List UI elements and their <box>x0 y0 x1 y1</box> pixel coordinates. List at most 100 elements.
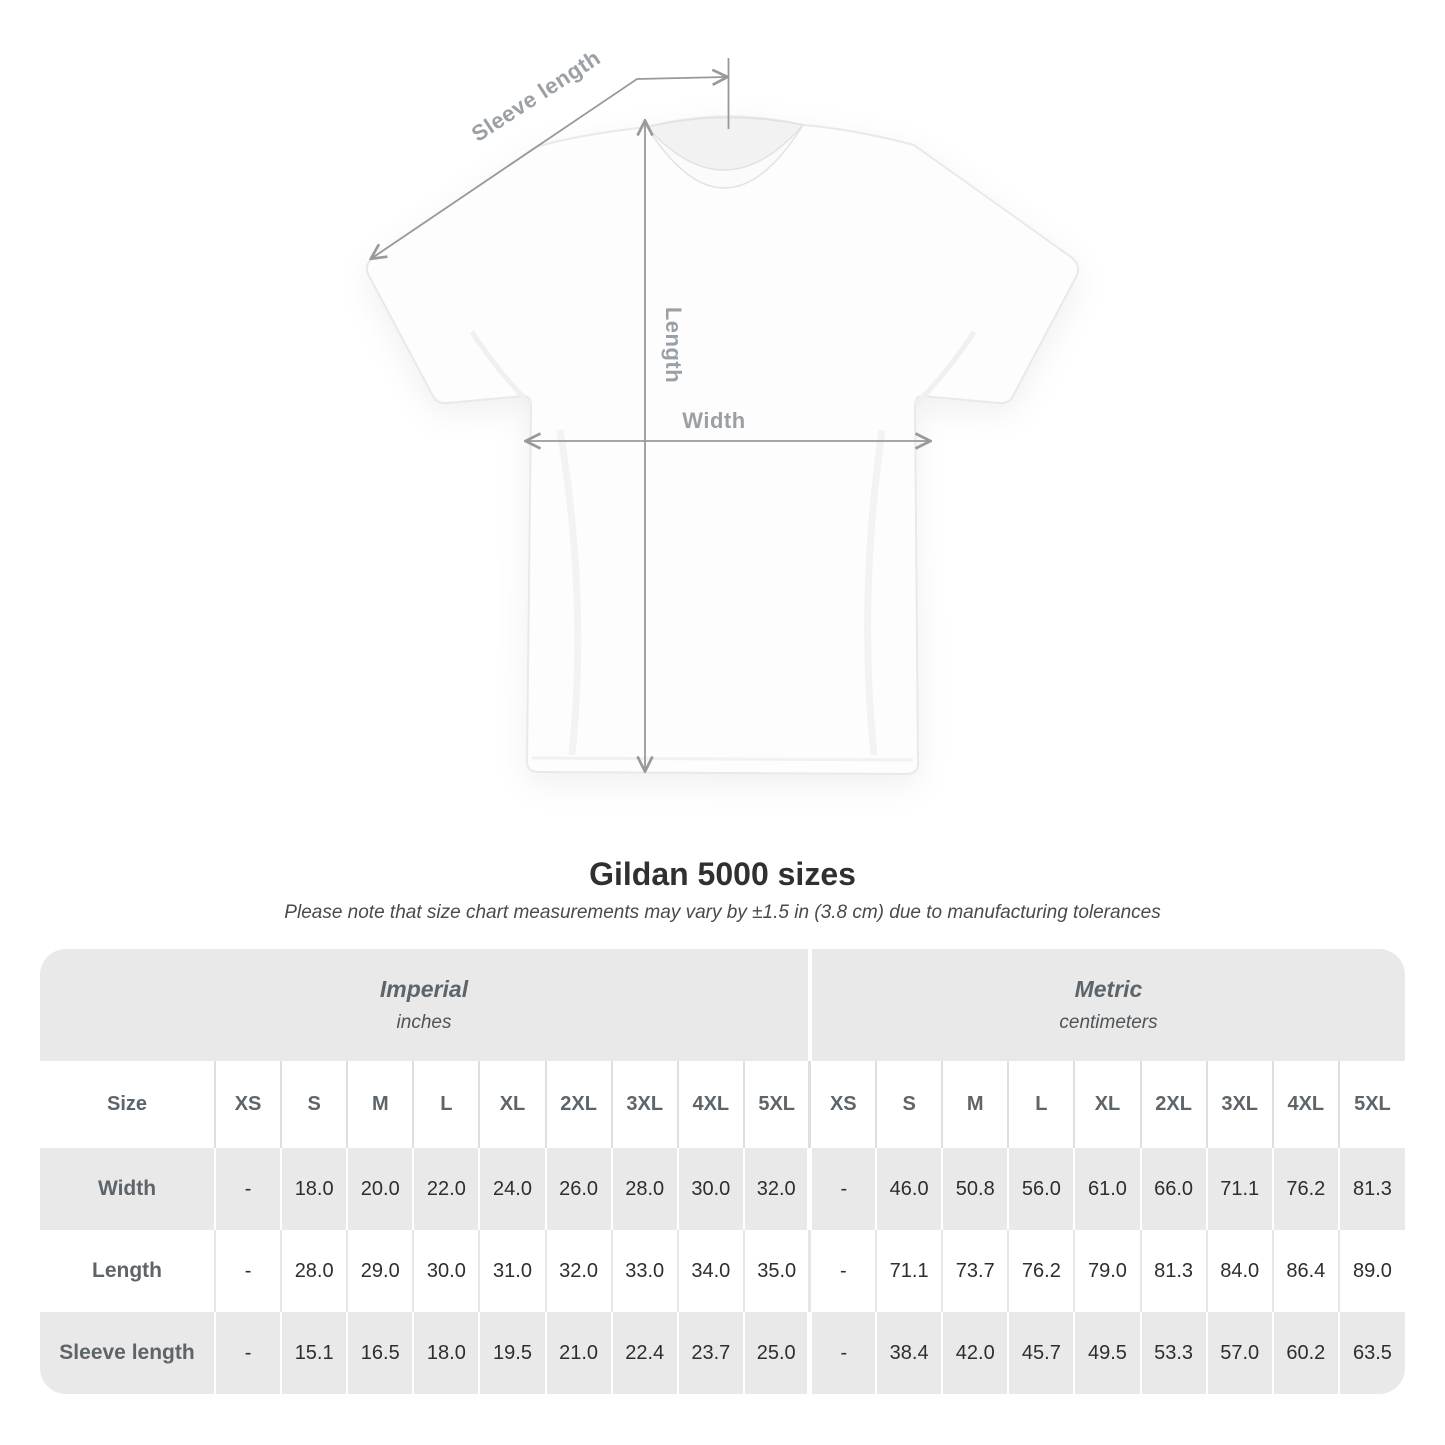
size-col-metric-5xl: 5XL <box>1337 1061 1405 1148</box>
tshirt-diagram: Sleeve length Length Width <box>365 45 1080 776</box>
measurement-value-imperial: 23.7 <box>676 1312 744 1394</box>
measurement-value-metric: 76.2 <box>1007 1230 1075 1312</box>
tshirt-body <box>365 115 1080 776</box>
measurement-value-metric: 38.4 <box>875 1312 943 1394</box>
measurement-value-metric: 73.7 <box>941 1230 1009 1312</box>
size-col-imperial-2xl: 2XL <box>544 1061 612 1148</box>
dimension-lines <box>372 58 929 770</box>
size-col-metric-3xl: 3XL <box>1205 1061 1273 1148</box>
measurement-value-metric: 66.0 <box>1139 1148 1207 1230</box>
measurement-value-imperial: 20.0 <box>346 1148 414 1230</box>
sizes-header-row: Size XS S M L XL 2XL 3XL 4XL 5XL XS S M L XL 2XL 3XL 4XL 5… <box>40 1061 1405 1148</box>
size-table-grid: Imperial inches Metric centimeters Size X… <box>40 949 1405 1394</box>
measurement-value-imperial: 34.0 <box>676 1230 744 1312</box>
metric-header: Metric centimeters <box>807 949 1405 1061</box>
measurement-value-imperial: 18.0 <box>412 1312 480 1394</box>
measurement-value-metric: - <box>808 1230 877 1312</box>
measurement-value-imperial: 18.0 <box>280 1148 348 1230</box>
measurement-value-imperial: 22.4 <box>610 1312 678 1394</box>
measurement-value-imperial: - <box>213 1312 282 1394</box>
measurement-value-metric: 63.5 <box>1337 1312 1405 1394</box>
sleeve-length-label: Sleeve length <box>467 45 605 147</box>
measurement-row: Width -18.0 20.0 22.0 24.0 26.0 28.0 30.0 32.0-4… <box>40 1148 1405 1230</box>
measurement-value-imperial: 35.0 <box>742 1230 810 1312</box>
measurement-value-imperial: 28.0 <box>280 1230 348 1312</box>
size-col-metric-2xl: 2XL <box>1139 1061 1207 1148</box>
measurement-value-metric: 76.2 <box>1271 1148 1339 1230</box>
measurement-value-metric: 45.7 <box>1007 1312 1075 1394</box>
measurement-value-imperial: 19.5 <box>478 1312 546 1394</box>
measurement-label: Sleeve length <box>59 1341 195 1364</box>
size-col-metric-4xl: 4XL <box>1271 1061 1339 1148</box>
armpit-crease <box>913 330 977 407</box>
measurement-value-imperial: 29.0 <box>346 1230 414 1312</box>
size-col-imperial-3xl: 3XL <box>610 1061 678 1148</box>
measurement-value-metric: 86.4 <box>1271 1230 1339 1312</box>
measurement-value-imperial: 33.0 <box>610 1230 678 1312</box>
measurement-value-imperial: 26.0 <box>544 1148 612 1230</box>
measurement-value-imperial: 21.0 <box>544 1312 612 1394</box>
width-label: Width <box>682 408 745 433</box>
tshirt-graphic <box>365 115 1080 776</box>
length-label: Length <box>661 307 686 383</box>
imperial-subtitle: inches <box>396 1012 452 1033</box>
measurement-value-metric: 42.0 <box>941 1312 1009 1394</box>
size-col-imperial-s: S <box>280 1061 348 1148</box>
measurement-value-metric: 71.1 <box>875 1230 943 1312</box>
measurement-value-imperial: - <box>213 1148 282 1230</box>
size-col-imperial-xs: XS <box>213 1061 282 1148</box>
measurement-value-imperial: 30.0 <box>676 1148 744 1230</box>
measurement-value-metric: 81.3 <box>1139 1230 1207 1312</box>
measurement-value-imperial: 32.0 <box>544 1230 612 1312</box>
measurement-value-imperial: 31.0 <box>478 1230 546 1312</box>
measurement-value-metric: 61.0 <box>1073 1148 1141 1230</box>
measurement-value-metric: 50.8 <box>941 1148 1009 1230</box>
measurement-value-imperial: 28.0 <box>610 1148 678 1230</box>
imperial-header: Imperial inches <box>40 949 810 1061</box>
size-col-metric-s: S <box>875 1061 943 1148</box>
sleeve-length-arrow <box>372 77 726 258</box>
measurement-value-metric: 53.3 <box>1139 1312 1207 1394</box>
measurement-value-metric: 57.0 <box>1205 1312 1273 1394</box>
measurement-value-metric: 84.0 <box>1205 1230 1273 1312</box>
size-col-metric-m: M <box>941 1061 1009 1148</box>
size-col-imperial-l: L <box>412 1061 480 1148</box>
measurement-value-metric: 81.3 <box>1337 1148 1405 1230</box>
measurement-value-imperial: 22.0 <box>412 1148 480 1230</box>
measurement-value-metric: 71.1 <box>1205 1148 1273 1230</box>
measurement-value-metric: 49.5 <box>1073 1312 1141 1394</box>
metric-subtitle: centimeters <box>1059 1012 1158 1033</box>
measurement-value-metric: 89.0 <box>1337 1230 1405 1312</box>
imperial-title: Imperial <box>379 976 469 1002</box>
size-col-metric-l: L <box>1007 1061 1075 1148</box>
size-col-imperial-m: M <box>346 1061 414 1148</box>
measurement-value-metric: 56.0 <box>1007 1148 1075 1230</box>
tolerance-note: Please note that size chart measurements… <box>284 902 1161 923</box>
measurement-row: Length -28.0 29.0 30.0 31.0 32.0 33.0 34.0 35.0-… <box>40 1230 1405 1312</box>
size-col-metric-xs: XS <box>808 1061 877 1148</box>
size-col-imperial-4xl: 4XL <box>676 1061 744 1148</box>
measurement-value-imperial: 16.5 <box>346 1312 414 1394</box>
measurement-value-metric: - <box>807 1148 877 1230</box>
measurement-value-imperial: 24.0 <box>478 1148 546 1230</box>
measurement-value-imperial: 25.0 <box>742 1312 810 1394</box>
tshirt-diagram-svg: Sleeve length Length Width <box>365 45 1080 776</box>
measurement-label: Width <box>97 1177 157 1200</box>
metric-title: Metric <box>1074 976 1143 1002</box>
measurement-value-metric: 60.2 <box>1271 1312 1339 1394</box>
size-col-imperial-5xl: 5XL <box>742 1061 810 1148</box>
measurement-value-metric: 79.0 <box>1073 1230 1141 1312</box>
hem-stitch <box>531 756 914 762</box>
armpit-crease <box>469 330 533 407</box>
size-table: Imperial inches Metric centimeters Size X… <box>40 949 1405 1394</box>
size-column-header: Size <box>40 1061 215 1148</box>
measurement-label: Length <box>92 1259 162 1282</box>
measurement-row: Sleeve length -15.1 16.5 18.0 19.5 21.0 22.4 23… <box>40 1312 1405 1394</box>
measurement-value-imperial: 30.0 <box>412 1230 480 1312</box>
measurement-value-imperial: 32.0 <box>742 1148 810 1230</box>
units-header-row: Imperial inches Metric centimeters <box>40 949 1405 1061</box>
page-title: Gildan 5000 sizes <box>589 856 856 892</box>
measurements-body: Width -18.0 20.0 22.0 24.0 26.0 28.0 30.0 32.0-4… <box>40 1148 1405 1394</box>
fold-line <box>864 429 886 756</box>
